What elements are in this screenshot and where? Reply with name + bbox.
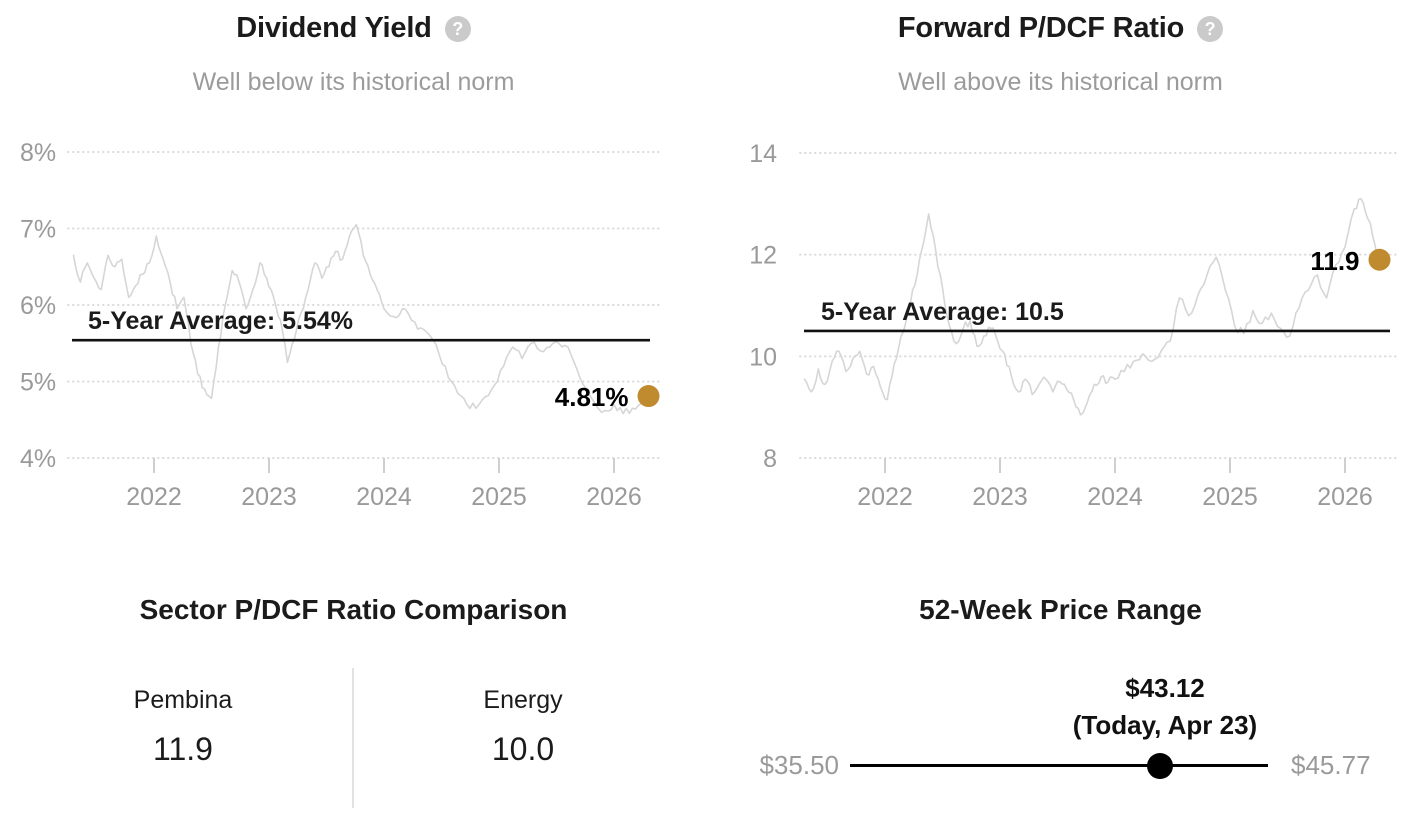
average-label: 5-Year Average: 5.54%: [88, 307, 353, 335]
dividend-yield-subtitle: Well below its historical norm: [192, 68, 515, 96]
energy-label: Energy: [483, 686, 563, 714]
x-tick-label: 2023: [972, 483, 1028, 511]
current-value-label: 11.9: [1310, 246, 1359, 276]
pembina-value: 11.9: [153, 731, 213, 767]
forward-pdcf-chart: 14 12 10 8 2022 2023 2024 2025 2026 5-Year Averag…: [749, 140, 1401, 511]
price-range-panel: 52-Week Price Range $43.12 (Today, Apr 2…: [707, 560, 1414, 834]
y-tick-label: 7%: [20, 216, 56, 244]
range-high-price: $45.77: [1291, 750, 1371, 780]
x-tick-label: 2022: [126, 483, 182, 511]
dividend-yield-chart: 8% 7% 6% 5% 4% 2022 2023 2024 2025 2026 5-Year Ave…: [20, 139, 661, 511]
x-tick-label: 2024: [356, 483, 412, 511]
range-low-price: $35.50: [759, 750, 839, 780]
x-tick-label: 2026: [1317, 483, 1373, 511]
y-tick-label: 14: [749, 140, 777, 168]
x-tick-label: 2025: [1202, 483, 1258, 511]
dividend-yield-title-row: Dividend Yield ?: [0, 12, 707, 45]
current-value-dot: [637, 385, 660, 408]
pembina-metric: Pembina 11.9: [14, 668, 352, 808]
forward-pdcf-panel: Forward P/DCF Ratio ? Well above its his…: [707, 0, 1414, 560]
average-label: 5-Year Average: 10.5: [821, 298, 1064, 326]
price-range-track: [850, 764, 1268, 767]
price-range-title: 52-Week Price Range: [919, 594, 1202, 625]
help-icon[interactable]: ?: [444, 15, 471, 42]
y-tick-label: 12: [749, 242, 777, 270]
current-price-dot: [1147, 753, 1173, 779]
y-tick-label: 4%: [20, 445, 56, 473]
series-line: [803, 198, 1381, 416]
dividend-yield-title: Dividend Yield: [236, 12, 432, 44]
x-tick-label: 2024: [1087, 483, 1143, 511]
sector-comparison-panel: Sector P/DCF Ratio Comparison Pembina 11…: [0, 560, 707, 834]
dividend-yield-panel: Dividend Yield ? Well below its historic…: [0, 0, 707, 560]
sector-comparison-row: Pembina 11.9 Energy 10.0: [14, 668, 692, 808]
help-icon[interactable]: ?: [1197, 15, 1224, 42]
y-tick-label: 5%: [20, 369, 56, 397]
pembina-label: Pembina: [133, 686, 233, 714]
x-tick-label: 2026: [586, 483, 642, 511]
y-tick-label: 10: [749, 343, 777, 371]
current-value-dot: [1368, 248, 1391, 271]
sector-comparison-title: Sector P/DCF Ratio Comparison: [139, 594, 568, 625]
y-tick-label: 8: [763, 445, 777, 473]
energy-metric: Energy 10.0: [354, 668, 692, 808]
y-tick-label: 8%: [20, 139, 56, 167]
x-tick-label: 2023: [241, 483, 297, 511]
forward-pdcf-subtitle: Well above its historical norm: [898, 68, 1223, 96]
forward-pdcf-title-row: Forward P/DCF Ratio ?: [707, 12, 1414, 45]
current-value-label: 4.81%: [555, 382, 629, 412]
forward-pdcf-title: Forward P/DCF Ratio: [897, 12, 1185, 44]
x-tick-label: 2025: [471, 483, 527, 511]
current-price: $43.12: [1125, 673, 1205, 703]
current-price-note: (Today, Apr 23): [1072, 710, 1258, 740]
vertical-divider: [352, 668, 354, 808]
energy-value: 10.0: [491, 731, 555, 767]
current-price-block: $43.12 (Today, Apr 23): [1073, 670, 1257, 744]
y-tick-label: 6%: [20, 292, 56, 320]
series-line: [72, 223, 650, 415]
x-tick-label: 2022: [857, 483, 913, 511]
